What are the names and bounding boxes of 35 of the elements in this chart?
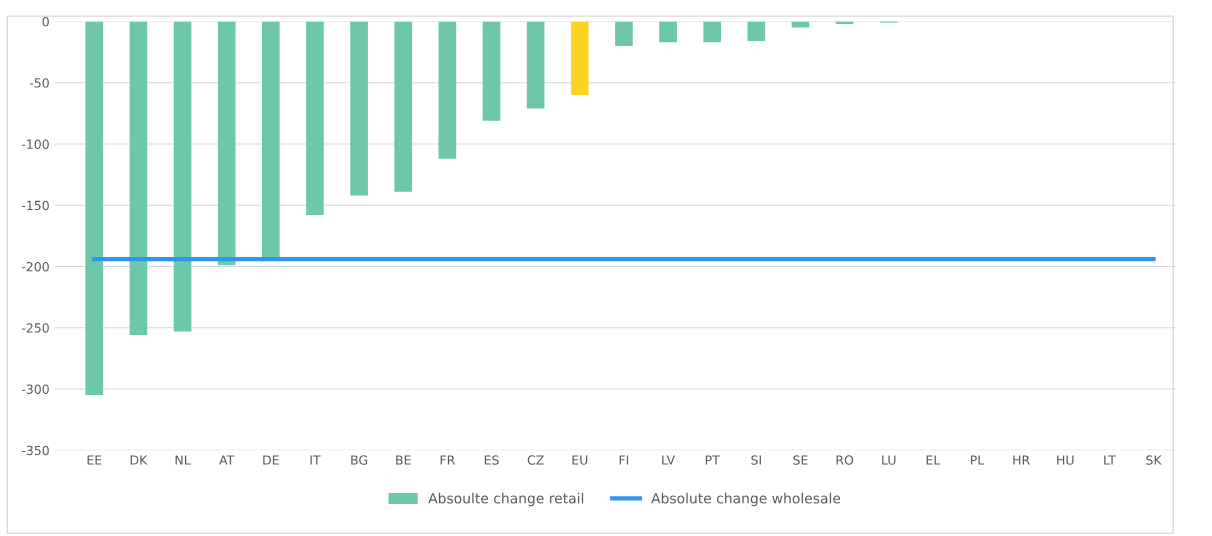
x-tick-label: DE [263, 455, 279, 465]
x-tick-label: FI [619, 455, 629, 465]
y-tick-label: -350 [21, 445, 49, 456]
x-tick-label: LV [662, 455, 676, 465]
x-tick-label: SI [751, 455, 761, 465]
y-tick-label: -200 [21, 261, 49, 272]
legend-label: Absolute change wholesale [651, 492, 841, 507]
x-tick-label: AT [219, 455, 235, 465]
x-tick-label: LU [882, 455, 896, 465]
x-tick-label: EU [572, 455, 588, 465]
x-tick-label: SK [1146, 455, 1162, 465]
y-tick-label: -300 [21, 384, 49, 394]
x-tick-label: HU [1057, 455, 1074, 465]
x-tick-label: PT [705, 455, 720, 465]
x-tick-label: HR [1013, 455, 1030, 465]
legend-label: Absoulte change retail [428, 492, 584, 507]
x-tick-label: RO [836, 455, 854, 465]
x-tick-label: ES [484, 455, 499, 465]
y-tick-label: -100 [21, 139, 49, 149]
x-tick-label: EE [87, 455, 102, 465]
x-tick-label: PL [971, 455, 985, 465]
x-tick-label: EL [926, 455, 941, 465]
x-tick-label: BG [351, 455, 368, 465]
x-tick-label: FR [440, 455, 455, 465]
y-tick-label: 0 [42, 16, 49, 27]
x-tick-label: DK [130, 455, 148, 465]
x-tick-label: LT [1104, 455, 1116, 465]
y-tick-label: -50 [29, 78, 49, 88]
x-tick-label: NL [175, 455, 191, 465]
x-tick-label: CZ [527, 455, 544, 465]
y-tick-label: -250 [21, 323, 49, 333]
x-tick-label: IT [310, 455, 321, 465]
x-tick-label: BE [396, 455, 411, 465]
x-tick-label: SE [793, 455, 808, 465]
y-tick-label: -150 [21, 200, 49, 211]
